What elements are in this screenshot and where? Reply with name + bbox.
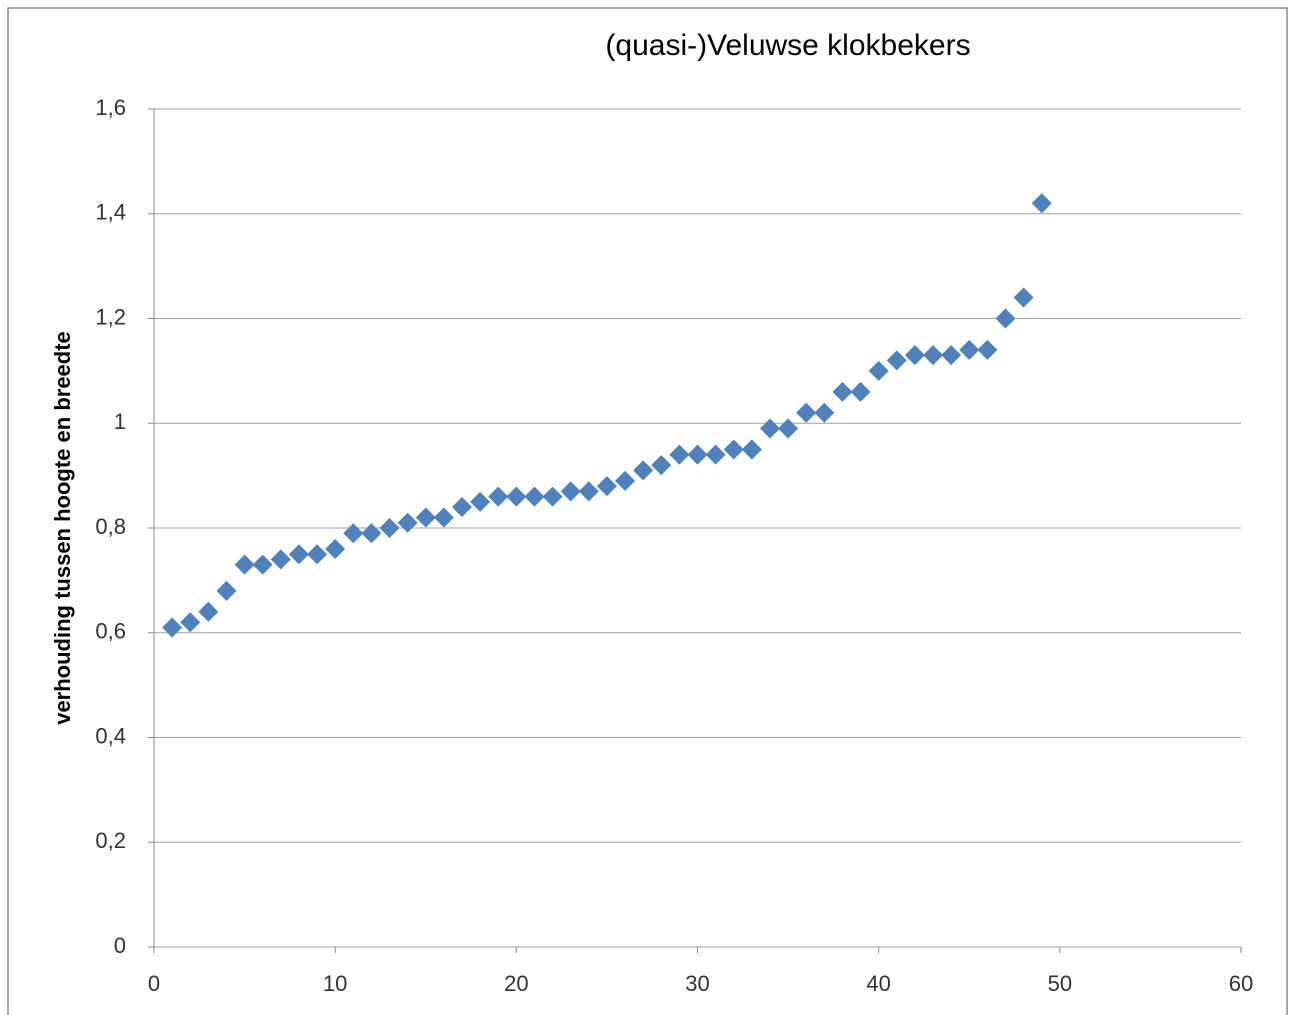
- data-point: [977, 339, 998, 360]
- data-point: [270, 549, 291, 570]
- x-tick-label: 40: [866, 971, 890, 996]
- data-point: [705, 444, 726, 465]
- data-point: [669, 444, 690, 465]
- data-point: [524, 486, 545, 507]
- data-point: [868, 360, 889, 381]
- data-point: [343, 523, 364, 544]
- y-tick-label: 0,2: [95, 828, 126, 853]
- data-point: [633, 460, 654, 481]
- data-point: [488, 486, 509, 507]
- data-point: [433, 507, 454, 528]
- data-point: [180, 612, 201, 633]
- y-axis-label: verhouding tussen hoogte en breedte: [50, 331, 75, 725]
- data-point: [778, 418, 799, 439]
- data-point: [451, 497, 472, 518]
- data-point: [886, 350, 907, 371]
- data-point: [361, 523, 382, 544]
- y-tick-label: 1: [114, 409, 126, 434]
- data-point: [288, 544, 309, 565]
- data-point: [1031, 193, 1052, 214]
- data-point: [741, 439, 762, 460]
- y-tick-label: 0,8: [95, 514, 126, 539]
- data-point: [542, 486, 563, 507]
- data-point: [615, 470, 636, 491]
- data-point: [651, 455, 672, 476]
- data-point: [596, 476, 617, 497]
- data-point: [470, 491, 491, 512]
- y-tick-label: 1,6: [95, 95, 126, 120]
- data-point: [506, 486, 527, 507]
- x-tick-label: 20: [504, 971, 528, 996]
- data-point: [941, 345, 962, 366]
- data-point: [379, 518, 400, 538]
- data-point: [198, 601, 219, 622]
- data-point: [216, 580, 237, 601]
- data-point: [832, 381, 853, 402]
- y-tick-label: 0,4: [95, 723, 126, 748]
- data-point: [959, 339, 980, 360]
- data-point: [814, 402, 835, 423]
- x-tick-label: 0: [148, 971, 160, 996]
- y-tick-label: 0,6: [95, 619, 126, 644]
- x-tick-label: 10: [323, 971, 347, 996]
- data-point: [415, 507, 436, 528]
- data-point: [162, 617, 183, 638]
- x-tick-label: 30: [685, 971, 709, 996]
- data-point: [578, 481, 599, 502]
- data-point: [307, 544, 328, 565]
- y-tick-label: 1,4: [95, 200, 126, 225]
- y-tick-label: 0: [114, 933, 126, 958]
- data-point: [560, 481, 581, 502]
- x-tick-label: 60: [1229, 971, 1253, 996]
- y-tick-label: 1,2: [95, 304, 126, 329]
- data-point: [850, 381, 871, 402]
- chart-title: (quasi-)Veluwse klokbekers: [605, 29, 970, 62]
- data-point: [687, 444, 708, 465]
- data-point: [904, 345, 925, 366]
- data-point: [234, 554, 255, 575]
- data-point: [325, 538, 346, 559]
- data-point: [995, 308, 1016, 329]
- data-point: [1013, 287, 1034, 308]
- data-point: [923, 345, 944, 366]
- data-point: [252, 554, 273, 575]
- data-point: [723, 439, 744, 460]
- data-point: [397, 512, 418, 533]
- data-point: [796, 402, 817, 423]
- x-tick-label: 50: [1048, 971, 1072, 996]
- chart-frame: [7, 7, 1288, 1015]
- data-point: [759, 418, 780, 439]
